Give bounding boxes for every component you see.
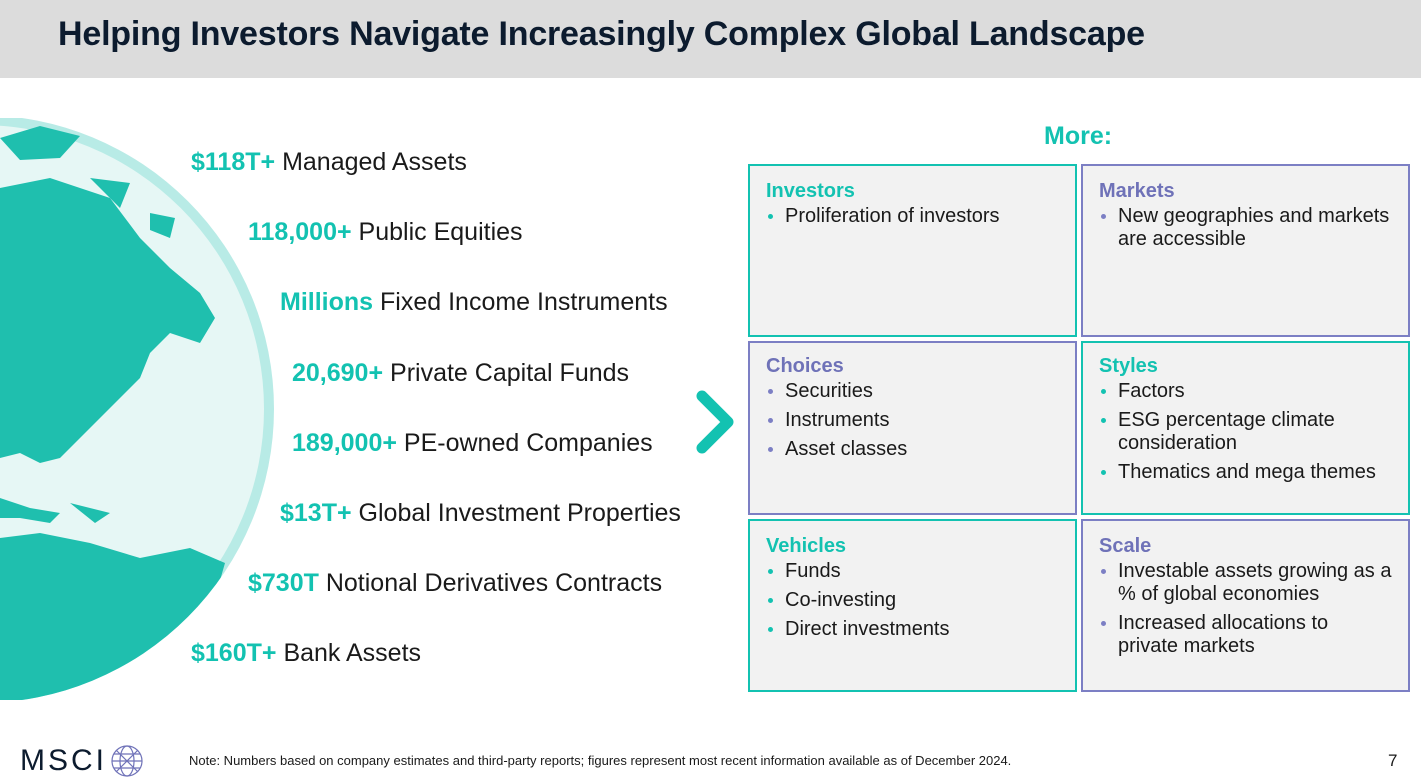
list-item: Factors xyxy=(1099,380,1392,403)
list-item: Proliferation of investors xyxy=(766,205,1059,228)
list-item: Instruments xyxy=(766,409,1059,432)
box-markets: Markets New geographies and markets are … xyxy=(1081,164,1410,337)
stat-value: $118T+ xyxy=(191,148,276,176)
stat-derivatives: $730T Notional Derivatives Contracts xyxy=(248,569,662,598)
msci-logo: MSCI xyxy=(20,744,107,777)
stat-value: 118,000+ xyxy=(248,218,352,246)
globe-grid-icon xyxy=(111,745,143,777)
stat-bank-assets: $160T+ Bank Assets xyxy=(191,639,421,668)
list-item: New geographies and markets are accessib… xyxy=(1099,205,1392,251)
stat-value: $730T xyxy=(248,569,319,597)
list-item: Securities xyxy=(766,380,1059,403)
box-title: Choices xyxy=(766,355,844,377)
stat-fixed-income: Millions Fixed Income Instruments xyxy=(280,288,668,317)
list-item: ESG percentage climate consideration xyxy=(1099,409,1392,455)
box-scale: Scale Investable assets growing as a % o… xyxy=(1081,519,1410,692)
more-label: More: xyxy=(1044,122,1113,150)
stat-value: $160T+ xyxy=(191,639,277,667)
footnote: Note: Numbers based on company estimates… xyxy=(189,753,1012,768)
box-title: Investors xyxy=(766,180,855,202)
list-item: Asset classes xyxy=(766,438,1059,461)
stat-label: Fixed Income Instruments xyxy=(380,288,668,316)
box-choices: Choices Securities Instruments Asset cla… xyxy=(748,341,1077,515)
stat-label: Public Equities xyxy=(358,218,523,246)
stat-pe-owned: 189,000+ PE-owned Companies xyxy=(292,429,653,458)
stat-label: Private Capital Funds xyxy=(390,359,630,387)
stat-public-equities: 118,000+ Public Equities xyxy=(248,218,523,247)
stat-label: Notional Derivatives Contracts xyxy=(325,569,663,597)
box-title: Styles xyxy=(1099,355,1158,377)
header-bar xyxy=(0,0,1421,78)
box-title: Vehicles xyxy=(766,535,847,557)
stat-value: Millions xyxy=(280,288,374,316)
list-item: Increased allocations to private markets xyxy=(1099,612,1392,658)
stat-label: Bank Assets xyxy=(283,639,422,667)
stat-private-capital: 20,690+ Private Capital Funds xyxy=(292,359,629,388)
box-title: Markets xyxy=(1099,180,1175,202)
stat-label: Managed Assets xyxy=(282,148,467,176)
box-title: Scale xyxy=(1099,535,1152,557)
stat-label: PE-owned Companies xyxy=(403,429,653,457)
stat-value: 189,000+ xyxy=(292,429,397,457)
list-item: Co-investing xyxy=(766,589,1059,612)
stat-label: Global Investment Properties xyxy=(358,499,681,527)
stat-value: $13T+ xyxy=(280,499,352,527)
list-item: Thematics and mega themes xyxy=(1099,461,1392,484)
stat-investment-properties: $13T+ Global Investment Properties xyxy=(280,499,681,528)
box-investors: Investors Proliferation of investors xyxy=(748,164,1077,337)
slide-title: Helping Investors Navigate Increasingly … xyxy=(58,15,1145,53)
list-item: Direct investments xyxy=(766,618,1059,641)
box-vehicles: Vehicles Funds Co-investing Direct inves… xyxy=(748,519,1077,692)
box-styles: Styles Factors ESG percentage climate co… xyxy=(1081,341,1410,515)
stat-managed-assets: $118T+ Managed Assets xyxy=(191,148,467,177)
chevron-right-icon xyxy=(696,390,734,454)
page-number: 7 xyxy=(1388,751,1398,770)
list-item: Funds xyxy=(766,560,1059,583)
list-item: Investable assets growing as a % of glob… xyxy=(1099,560,1392,606)
stat-value: 20,690+ xyxy=(292,359,384,387)
globe-icon xyxy=(0,118,274,700)
